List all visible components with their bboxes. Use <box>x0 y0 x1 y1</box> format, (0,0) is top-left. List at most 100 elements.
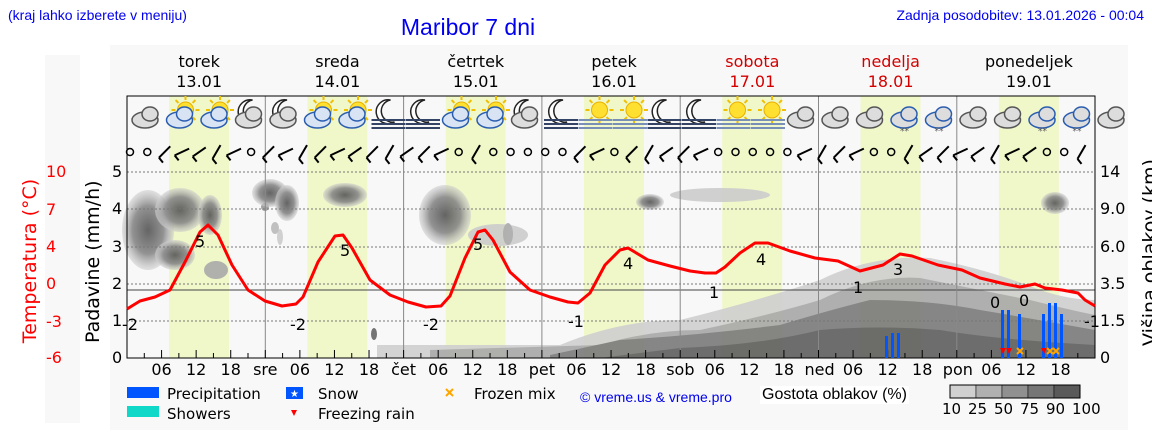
x-tick-label: 18 <box>358 360 380 379</box>
x-tick-label: 12 <box>462 360 483 379</box>
x-tick-label: 12 <box>185 360 207 379</box>
density-tick: 100 <box>1072 400 1101 418</box>
x-tick-label: 18 <box>220 360 241 379</box>
svg-text:5: 5 <box>195 232 205 251</box>
svg-text:1: 1 <box>853 278 863 297</box>
precipitation-bars <box>885 303 1063 358</box>
svg-text:**: ** <box>1038 127 1048 137</box>
svg-text:1: 1 <box>709 283 719 302</box>
x-tick-label: sre <box>253 360 278 379</box>
x-tick-label: 18 <box>912 360 933 379</box>
x-tick-label: 12 <box>739 360 760 379</box>
page-title: Maribor 7 dni <box>400 14 536 40</box>
day-name: petek <box>591 52 637 71</box>
density-tick: 90 <box>1046 400 1066 418</box>
temp-axis-panel <box>45 55 80 423</box>
day-header-6: ponedeljek 19.01 <box>960 52 1098 92</box>
temp-tick: 7 <box>46 200 57 219</box>
svg-text:4: 4 <box>756 250 766 269</box>
x-tick-label: 06 <box>566 360 587 379</box>
precip-tick: 5 <box>112 162 123 181</box>
region-menu-hint: (kraj lahko izberete v meniju) <box>8 7 187 23</box>
day-header-2: četrtek 15.01 <box>407 52 545 92</box>
x-tick-label: 06 <box>704 360 725 379</box>
x-tick-label: sob <box>666 360 695 379</box>
x-tick-label: pon <box>942 360 973 379</box>
x-tick-label: 06 <box>427 360 449 379</box>
cloud-height-tick: 14 <box>1100 162 1121 181</box>
x-tick-label: 12 <box>324 360 345 379</box>
legend-snow: Snow <box>318 385 359 403</box>
temp-tick: 10 <box>46 162 67 181</box>
day-date: 14.01 <box>314 72 361 91</box>
x-tick-label: 18 <box>635 360 656 379</box>
legend-showers: Showers <box>167 405 231 423</box>
day-date: 13.01 <box>176 72 223 91</box>
svg-text:5: 5 <box>340 241 350 260</box>
x-tick-label: 18 <box>497 360 518 379</box>
legend-showers-swatch <box>127 406 159 417</box>
svg-text:-2: -2 <box>290 315 306 334</box>
day-date: 16.01 <box>591 72 637 91</box>
x-tick-label: 18 <box>1050 360 1071 379</box>
svg-text:0: 0 <box>990 293 1000 312</box>
cloud-height-tick: 3.5 <box>1100 274 1126 293</box>
temp-tick: -6 <box>46 348 62 367</box>
precip-tick: 2 <box>112 274 123 293</box>
svg-text:4: 4 <box>623 254 633 273</box>
x-tick-label: 06 <box>842 360 864 379</box>
x-tick-label: ned <box>804 360 835 379</box>
precip-tick: 3 <box>112 237 123 256</box>
temp-tick: -3 <box>46 312 62 331</box>
temp-tick: 4 <box>46 237 57 256</box>
legend-freezing-rain: Freezing rain <box>318 405 415 423</box>
day-header-4: sobota 17.01 <box>683 52 821 92</box>
credit-link[interactable]: © vreme.us & vreme.pro <box>580 389 732 405</box>
day-header-0: torek 13.01 <box>130 52 268 92</box>
svg-text:-2: -2 <box>122 315 138 334</box>
cloud-density-scale <box>949 384 1081 399</box>
day-header-1: sreda 14.01 <box>268 52 406 92</box>
x-tick-label: 12 <box>877 360 898 379</box>
density-tick: 50 <box>994 400 1014 418</box>
last-update: Zadnja posodobitev: 13.01.2026 - 00:04 <box>896 7 1144 23</box>
svg-text:-1: -1 <box>1084 312 1100 331</box>
x-tick-label: 06 <box>289 360 311 379</box>
cloud-height-tick: 9.0 <box>1100 199 1126 218</box>
cloud-height-tick: 0 <box>1100 348 1111 367</box>
x-tick-label: čet <box>391 360 417 379</box>
day-header-3: petek 16.01 <box>545 52 683 92</box>
x-tick-label: 06 <box>151 360 172 379</box>
day-name: torek <box>178 52 220 71</box>
x-tick-label: 18 <box>773 360 795 379</box>
x-tick-label: 12 <box>1015 360 1037 379</box>
x-tick-label: 12 <box>600 360 622 379</box>
temp-tick: 0 <box>46 274 57 293</box>
cloud-height-tick: 6.0 <box>1100 237 1126 256</box>
precip-tick: 4 <box>112 199 123 218</box>
x-tick-label: 06 <box>981 360 1002 379</box>
precip-tick: 0 <box>112 348 123 367</box>
x-tick-label: pet <box>528 360 556 379</box>
day-name: sobota <box>725 52 780 71</box>
svg-text:**: ** <box>935 127 945 137</box>
legend-precip-swatch <box>127 387 159 398</box>
cloud-height-tick: 1.5 <box>1100 311 1126 330</box>
svg-text:5: 5 <box>473 235 483 254</box>
cloud-density-label: Gostota oblakov (%) <box>760 386 909 404</box>
day-date: 18.01 <box>867 72 914 91</box>
svg-text:**: ** <box>900 127 910 137</box>
legend-frozen-mix: Frozen mix <box>474 385 556 403</box>
day-name: nedelja <box>861 52 920 71</box>
day-name: ponedeljek <box>984 52 1073 71</box>
day-date: 15.01 <box>452 72 499 91</box>
freezing-rain-markers <box>1000 348 1047 354</box>
svg-text:★: ★ <box>290 389 299 400</box>
legend-precipitation: Precipitation <box>167 385 261 403</box>
day-name: sreda <box>315 52 360 71</box>
svg-text:3: 3 <box>893 260 903 279</box>
density-tick: 75 <box>1020 400 1040 418</box>
svg-text:**: ** <box>1073 127 1083 137</box>
day-header-5: nedelja 18.01 <box>822 52 960 92</box>
